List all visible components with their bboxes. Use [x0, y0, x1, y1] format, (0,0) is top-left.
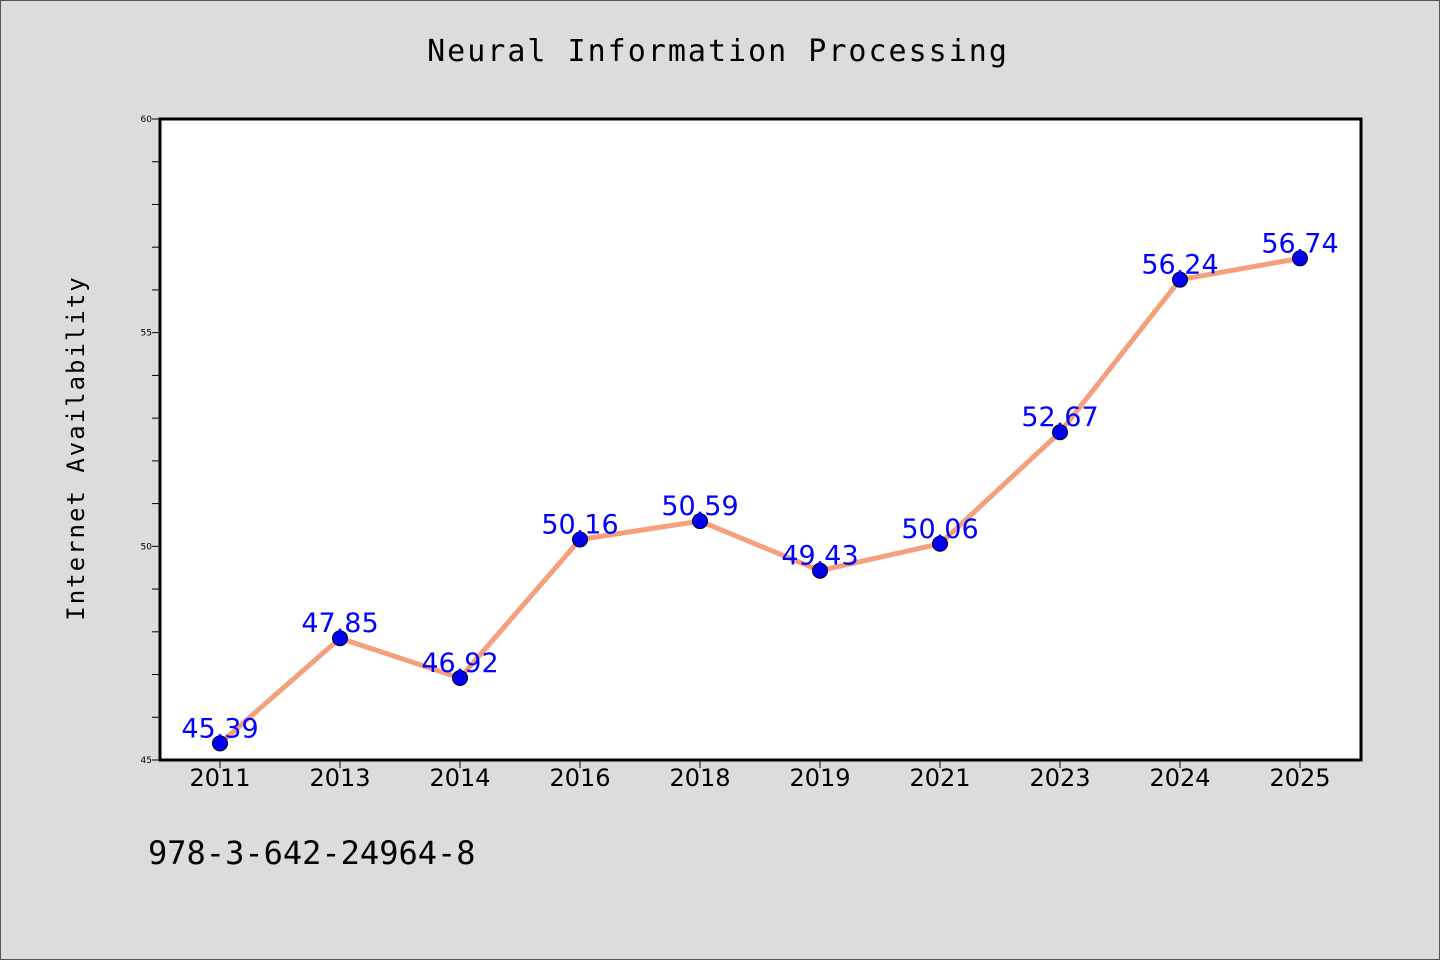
x-tick-label: 2013 — [309, 764, 370, 792]
series-markers — [212, 250, 1308, 752]
data-label: 56.24 — [1141, 250, 1218, 281]
data-point-marker — [1292, 250, 1308, 267]
data-point-marker — [452, 669, 468, 686]
x-tick-label: 2011 — [189, 764, 250, 792]
y-tick-label: 55 — [141, 329, 152, 339]
y-axis-ticks: 45 50 55 60 — [141, 115, 160, 766]
x-tick-label: 2018 — [669, 764, 730, 792]
x-axis-ticks: 2011 2013 2014 2016 2018 2019 2021 2023 2024 2025 — [189, 760, 1331, 792]
data-point-marker — [1052, 424, 1068, 441]
x-tick-label: 2016 — [549, 764, 610, 792]
y-tick-label: 45 — [141, 756, 152, 766]
data-point-marker — [1172, 271, 1188, 288]
data-label: 50.59 — [661, 491, 738, 522]
data-label: 52.67 — [1021, 402, 1098, 433]
data-label: 50.06 — [901, 514, 978, 545]
data-label: 56.74 — [1261, 228, 1338, 259]
y-tick-label: 50 — [141, 542, 153, 552]
data-label: 50.16 — [541, 509, 618, 540]
data-point-marker — [212, 735, 228, 752]
isbn-text: 978-3-642-24964-8 — [148, 834, 476, 872]
chart-title: Neural Information Processing — [427, 34, 1009, 69]
x-tick-label: 2023 — [1029, 764, 1090, 792]
x-tick-label: 2024 — [1149, 764, 1210, 792]
data-labels: 45.39 47.85 46.92 50.16 50.59 49.43 50.06 52.67… — [181, 228, 1338, 744]
x-tick-label: 2014 — [429, 764, 490, 792]
x-tick-label: 2025 — [1269, 764, 1330, 792]
data-label: 49.43 — [781, 541, 858, 572]
x-tick-label: 2019 — [789, 764, 850, 792]
data-point-marker — [572, 531, 588, 548]
data-label: 47.85 — [301, 608, 378, 639]
plot-area — [158, 117, 1363, 762]
data-point-marker — [932, 535, 948, 552]
series-line — [217, 255, 1303, 746]
data-point-marker — [692, 513, 708, 530]
data-label: 46.92 — [421, 648, 498, 679]
data-point-marker — [812, 562, 828, 579]
series-line-group — [217, 255, 1303, 746]
y-tick-label: 60 — [141, 115, 153, 125]
x-tick-label: 2021 — [909, 764, 970, 792]
data-label: 45.39 — [181, 713, 258, 744]
data-point-marker — [332, 630, 348, 647]
